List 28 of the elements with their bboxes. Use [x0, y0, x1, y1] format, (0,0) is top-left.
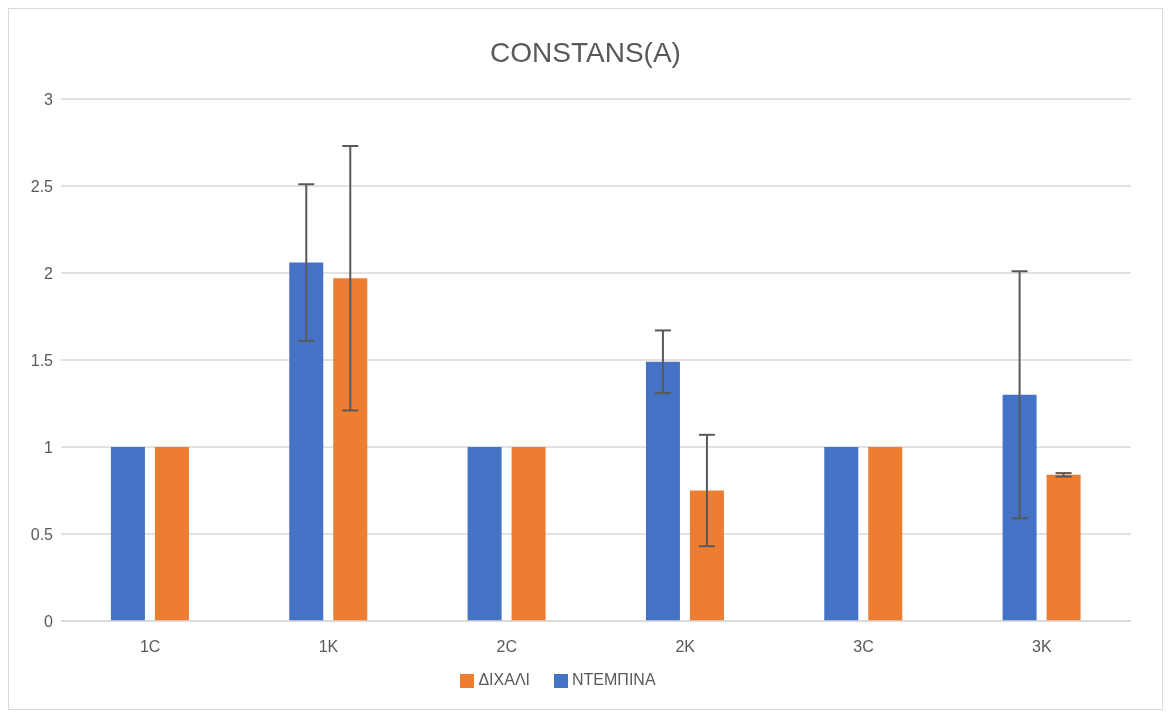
- x-tick-label: 3K: [1032, 638, 1052, 656]
- legend-label: ΔΙΧΑΛΙ: [478, 671, 531, 688]
- x-tick-label: 1K: [318, 638, 339, 656]
- y-tick-label: 2: [44, 264, 54, 282]
- bar: [645, 361, 680, 621]
- y-tick-label: 2.5: [30, 177, 54, 195]
- bar: [1046, 474, 1081, 621]
- bar: [333, 278, 368, 621]
- y-tick-label: 1.5: [30, 351, 54, 369]
- bar: [1002, 394, 1037, 621]
- legend-label: ΝΤΕΜΠΙΝΑ: [572, 671, 656, 688]
- bar: [689, 490, 724, 621]
- y-tick-label: 0.5: [30, 525, 54, 543]
- bar: [110, 447, 145, 621]
- y-tick-label: 3: [44, 90, 54, 108]
- bar: [824, 447, 859, 621]
- y-tick-label: 0: [44, 612, 54, 630]
- bar: [289, 262, 324, 621]
- chart-title: CONSTANS(A): [489, 36, 682, 70]
- bar: [868, 447, 903, 621]
- bar: [511, 447, 546, 621]
- x-tick-label: 2C: [496, 638, 518, 656]
- x-tick-label: 2K: [675, 638, 696, 656]
- x-tick-label: 3C: [853, 638, 874, 656]
- bar: [154, 447, 189, 621]
- y-tick-label: 1: [44, 438, 54, 456]
- x-tick-label: 1C: [139, 638, 161, 656]
- bar: [467, 447, 502, 621]
